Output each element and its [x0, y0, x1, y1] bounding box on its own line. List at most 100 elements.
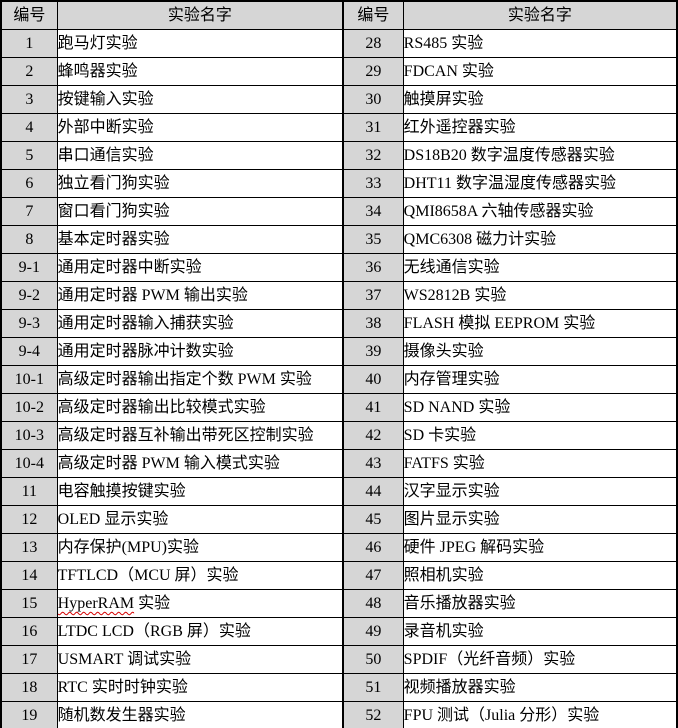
- table-row: 5 串口通信实验 32 DS18B20 数字温度传感器实验: [0, 141, 678, 170]
- row-id-cell-right: 42: [341, 421, 404, 450]
- row-name-cell-left: 通用定时器中断实验: [56, 253, 344, 282]
- row-id-cell-right: 35: [341, 225, 404, 254]
- table-row: 6 独立看门狗实验 33 DHT11 数字温湿度传感器实验: [0, 169, 678, 198]
- table-row: 10-2 高级定时器输出比较模式实验 41 SD NAND 实验: [0, 393, 678, 422]
- row-id-cell-right: 36: [341, 253, 404, 282]
- row-name-cell-right: 汉字显示实验: [402, 477, 678, 506]
- row-name-cell-left: 内存保护(MPU)实验: [56, 533, 344, 562]
- row-id-cell-right: 44: [341, 477, 404, 506]
- row-id-cell-left: 6: [0, 169, 58, 198]
- row-name-cell-left: HyperRAM 实验: [56, 589, 344, 618]
- row-id-cell-left: 5: [0, 141, 58, 170]
- table-row: 9-1 通用定时器中断实验 36 无线通信实验: [0, 253, 678, 282]
- table-row: 16 LTDC LCD（RGB 屏）实验 49 录音机实验: [0, 617, 678, 646]
- row-name-cell-left: 独立看门狗实验: [56, 169, 344, 198]
- row-name-cell-left: RTC 实时时钟实验: [56, 673, 344, 702]
- row-name-cell-left: 电容触摸按键实验: [56, 477, 344, 506]
- row-name-cell-left: 通用定时器输入捕获实验: [56, 309, 344, 338]
- row-name-cell-right: 触摸屏实验: [402, 85, 678, 114]
- row-id-cell-right: 34: [341, 197, 404, 226]
- row-id-cell-right: 39: [341, 337, 404, 366]
- row-id-cell-left: 9-4: [0, 337, 58, 366]
- row-name-cell-right: DS18B20 数字温度传感器实验: [402, 141, 678, 170]
- row-id-cell-left: 13: [0, 533, 58, 562]
- table-row: 1 跑马灯实验 28 RS485 实验: [0, 29, 678, 58]
- row-id-cell-left: 8: [0, 225, 58, 254]
- row-id-cell-left: 10-4: [0, 449, 58, 478]
- row-name-cell-right: WS2812B 实验: [402, 281, 678, 310]
- row-name-cell-right: FDCAN 实验: [402, 57, 678, 86]
- table-row: 9-2 通用定时器 PWM 输出实验 37 WS2812B 实验: [0, 281, 678, 310]
- row-name-cell-right: SD 卡实验: [402, 421, 678, 450]
- table-row: 19 随机数发生器实验 52 FPU 测试（Julia 分形）实验: [0, 701, 678, 728]
- row-id-cell-right: 30: [341, 85, 404, 114]
- row-id-cell-right: 52: [341, 701, 404, 728]
- table-row: 12 OLED 显示实验 45 图片显示实验: [0, 505, 678, 534]
- row-id-cell-left: 14: [0, 561, 58, 590]
- row-name-cell-right: 硬件 JPEG 解码实验: [402, 533, 678, 562]
- header-row: 编号 实验名字 编号 实验名字: [0, 0, 678, 30]
- row-name-cell-left: LTDC LCD（RGB 屏）实验: [56, 617, 344, 646]
- row-id-cell-left: 7: [0, 197, 58, 226]
- row-id-cell-right: 32: [341, 141, 404, 170]
- row-id-cell-right: 51: [341, 673, 404, 702]
- table-row: 10-4 高级定时器 PWM 输入模式实验 43 FATFS 实验: [0, 449, 678, 478]
- row-name-cell-left: 高级定时器互补输出带死区控制实验: [56, 421, 344, 450]
- table-body: 1 跑马灯实验 28 RS485 实验 2 蜂鸣器实验 29 FDCAN 实验 3 按键输入实验 3…: [0, 29, 678, 728]
- table-row: 15 HyperRAM 实验 48 音乐播放器实验: [0, 589, 678, 618]
- row-id-cell-right: 49: [341, 617, 404, 646]
- row-name-cell-left: OLED 显示实验: [56, 505, 344, 534]
- row-name-cell-right: RS485 实验: [402, 29, 678, 58]
- row-name-cell-left: 蜂鸣器实验: [56, 57, 344, 86]
- row-name-cell-left: TFTLCD（MCU 屏）实验: [56, 561, 344, 590]
- row-id-cell-left: 10-1: [0, 365, 58, 394]
- row-name-cell-right: FPU 测试（Julia 分形）实验: [402, 701, 678, 728]
- row-id-cell-left: 11: [0, 477, 58, 506]
- row-id-cell-right: 31: [341, 113, 404, 142]
- row-name-cell-left: 基本定时器实验: [56, 225, 344, 254]
- row-name-cell-right: FATFS 实验: [402, 449, 678, 478]
- row-id-cell-right: 48: [341, 589, 404, 618]
- row-id-cell-right: 43: [341, 449, 404, 478]
- row-id-cell-right: 45: [341, 505, 404, 534]
- row-name-cell-right: 图片显示实验: [402, 505, 678, 534]
- row-id-cell-left: 16: [0, 617, 58, 646]
- row-id-cell-right: 33: [341, 169, 404, 198]
- row-name-cell-right: QMC6308 磁力计实验: [402, 225, 678, 254]
- row-id-cell-left: 17: [0, 645, 58, 674]
- row-id-cell-right: 37: [341, 281, 404, 310]
- row-id-cell-left: 1: [0, 29, 58, 58]
- row-id-cell-right: 38: [341, 309, 404, 338]
- row-name-cell-right: SPDIF（光纤音频）实验: [402, 645, 678, 674]
- row-name-cell-left: 通用定时器 PWM 输出实验: [56, 281, 344, 310]
- row-name-cell-right: FLASH 模拟 EEPROM 实验: [402, 309, 678, 338]
- table-row: 10-3 高级定时器互补输出带死区控制实验 42 SD 卡实验: [0, 421, 678, 450]
- row-name-cell-left: 按键输入实验: [56, 85, 344, 114]
- row-name-cell-right: SD NAND 实验: [402, 393, 678, 422]
- row-id-cell-left: 2: [0, 57, 58, 86]
- row-id-cell-left: 3: [0, 85, 58, 114]
- row-name-cell-right: DHT11 数字温湿度传感器实验: [402, 169, 678, 198]
- header-name-left: 实验名字: [56, 0, 344, 30]
- row-name-cell-left: 串口通信实验: [56, 141, 344, 170]
- row-id-cell-left: 15: [0, 589, 58, 618]
- row-id-cell-left: 10-3: [0, 421, 58, 450]
- row-id-cell-left: 10-2: [0, 393, 58, 422]
- row-name-cell-right: 无线通信实验: [402, 253, 678, 282]
- row-id-cell-left: 18: [0, 673, 58, 702]
- row-name-cell-left: USMART 调试实验: [56, 645, 344, 674]
- table-row: 4 外部中断实验 31 红外遥控器实验: [0, 113, 678, 142]
- row-name-cell-right: 照相机实验: [402, 561, 678, 590]
- table-row: 2 蜂鸣器实验 29 FDCAN 实验: [0, 57, 678, 86]
- row-id-cell-left: 9-1: [0, 253, 58, 282]
- row-name-cell-right: 内存管理实验: [402, 365, 678, 394]
- row-name-cell-left: 高级定时器 PWM 输入模式实验: [56, 449, 344, 478]
- row-id-cell-left: 9-3: [0, 309, 58, 338]
- spellcheck-squiggle-text: HyperRAM: [57, 595, 135, 612]
- table-row: 17 USMART 调试实验 50 SPDIF（光纤音频）实验: [0, 645, 678, 674]
- row-name-cell-left: 随机数发生器实验: [56, 701, 344, 728]
- row-name-cell-right: 摄像头实验: [402, 337, 678, 366]
- row-name-cell-left: 窗口看门狗实验: [56, 197, 344, 226]
- row-name-cell-right: 红外遥控器实验: [402, 113, 678, 142]
